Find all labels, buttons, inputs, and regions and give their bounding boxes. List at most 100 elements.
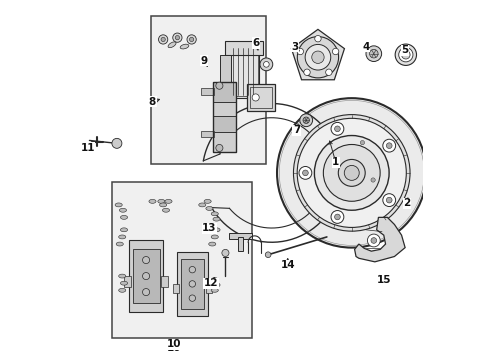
- Circle shape: [387, 197, 392, 203]
- Bar: [112, 182, 252, 338]
- Circle shape: [189, 295, 196, 301]
- Ellipse shape: [121, 215, 127, 219]
- Circle shape: [161, 37, 165, 42]
- Circle shape: [216, 82, 223, 89]
- Circle shape: [360, 140, 365, 145]
- Ellipse shape: [121, 228, 127, 232]
- Circle shape: [297, 48, 303, 55]
- Bar: [151, 16, 267, 164]
- Bar: [230, 45, 258, 96]
- Text: 6: 6: [252, 38, 259, 48]
- Bar: [213, 102, 236, 116]
- Circle shape: [335, 126, 340, 132]
- Text: 8: 8: [149, 97, 156, 107]
- Text: 10: 10: [167, 343, 181, 353]
- Bar: [177, 252, 208, 316]
- Bar: [200, 131, 214, 137]
- Bar: [247, 84, 275, 111]
- Circle shape: [368, 234, 380, 247]
- Ellipse shape: [213, 283, 220, 287]
- Bar: [213, 116, 236, 132]
- Circle shape: [222, 249, 229, 257]
- Circle shape: [265, 252, 271, 257]
- Circle shape: [264, 62, 269, 67]
- Bar: [213, 82, 236, 152]
- Ellipse shape: [160, 203, 167, 207]
- Circle shape: [143, 288, 149, 296]
- Circle shape: [112, 138, 122, 148]
- Ellipse shape: [213, 228, 220, 232]
- Ellipse shape: [121, 281, 127, 285]
- Ellipse shape: [163, 208, 170, 212]
- Text: 14: 14: [280, 260, 295, 270]
- Circle shape: [175, 36, 179, 40]
- Circle shape: [187, 35, 196, 44]
- Circle shape: [143, 273, 149, 280]
- Circle shape: [366, 46, 382, 62]
- Ellipse shape: [209, 242, 216, 246]
- Ellipse shape: [211, 212, 219, 216]
- Ellipse shape: [165, 199, 172, 203]
- Bar: [206, 284, 212, 293]
- Bar: [124, 276, 131, 287]
- Text: 1: 1: [332, 157, 340, 167]
- Circle shape: [216, 144, 223, 152]
- Circle shape: [300, 114, 313, 127]
- Circle shape: [190, 37, 194, 42]
- Text: 10: 10: [167, 339, 181, 350]
- Ellipse shape: [149, 199, 156, 203]
- Circle shape: [332, 48, 339, 55]
- Bar: [220, 55, 231, 91]
- Bar: [238, 237, 243, 251]
- Ellipse shape: [180, 44, 189, 49]
- Circle shape: [383, 194, 395, 207]
- Circle shape: [303, 117, 309, 123]
- Circle shape: [173, 33, 182, 42]
- Bar: [249, 87, 272, 108]
- Ellipse shape: [119, 274, 126, 278]
- Text: 11: 11: [80, 143, 95, 153]
- Circle shape: [402, 50, 410, 59]
- Circle shape: [294, 114, 410, 231]
- Text: 12: 12: [204, 278, 219, 288]
- Text: 9: 9: [200, 56, 208, 66]
- Bar: [181, 259, 204, 309]
- Circle shape: [326, 69, 332, 76]
- Circle shape: [383, 139, 395, 152]
- Circle shape: [304, 69, 310, 76]
- Circle shape: [297, 37, 339, 78]
- Circle shape: [335, 214, 340, 220]
- Bar: [161, 276, 169, 287]
- Ellipse shape: [115, 203, 122, 207]
- Circle shape: [399, 48, 413, 62]
- Polygon shape: [292, 30, 344, 80]
- Circle shape: [323, 144, 380, 201]
- Circle shape: [395, 44, 416, 66]
- Circle shape: [302, 170, 308, 176]
- Ellipse shape: [213, 217, 220, 221]
- Circle shape: [371, 238, 377, 243]
- Ellipse shape: [211, 235, 219, 239]
- Bar: [200, 88, 214, 95]
- Circle shape: [143, 257, 149, 264]
- Circle shape: [159, 35, 168, 44]
- Circle shape: [189, 266, 196, 273]
- Ellipse shape: [199, 203, 206, 207]
- Bar: [133, 249, 160, 303]
- Ellipse shape: [119, 235, 126, 239]
- Circle shape: [338, 159, 365, 186]
- Circle shape: [260, 58, 273, 71]
- Ellipse shape: [211, 288, 219, 292]
- Ellipse shape: [120, 208, 126, 212]
- Text: 15: 15: [376, 275, 391, 285]
- Circle shape: [387, 143, 392, 148]
- Circle shape: [331, 211, 344, 223]
- Bar: [173, 284, 179, 293]
- Text: 13: 13: [202, 223, 217, 233]
- Bar: [213, 132, 236, 152]
- Polygon shape: [355, 217, 405, 262]
- Text: 7: 7: [293, 125, 300, 135]
- Circle shape: [189, 281, 196, 287]
- Bar: [213, 82, 236, 102]
- Ellipse shape: [158, 199, 165, 203]
